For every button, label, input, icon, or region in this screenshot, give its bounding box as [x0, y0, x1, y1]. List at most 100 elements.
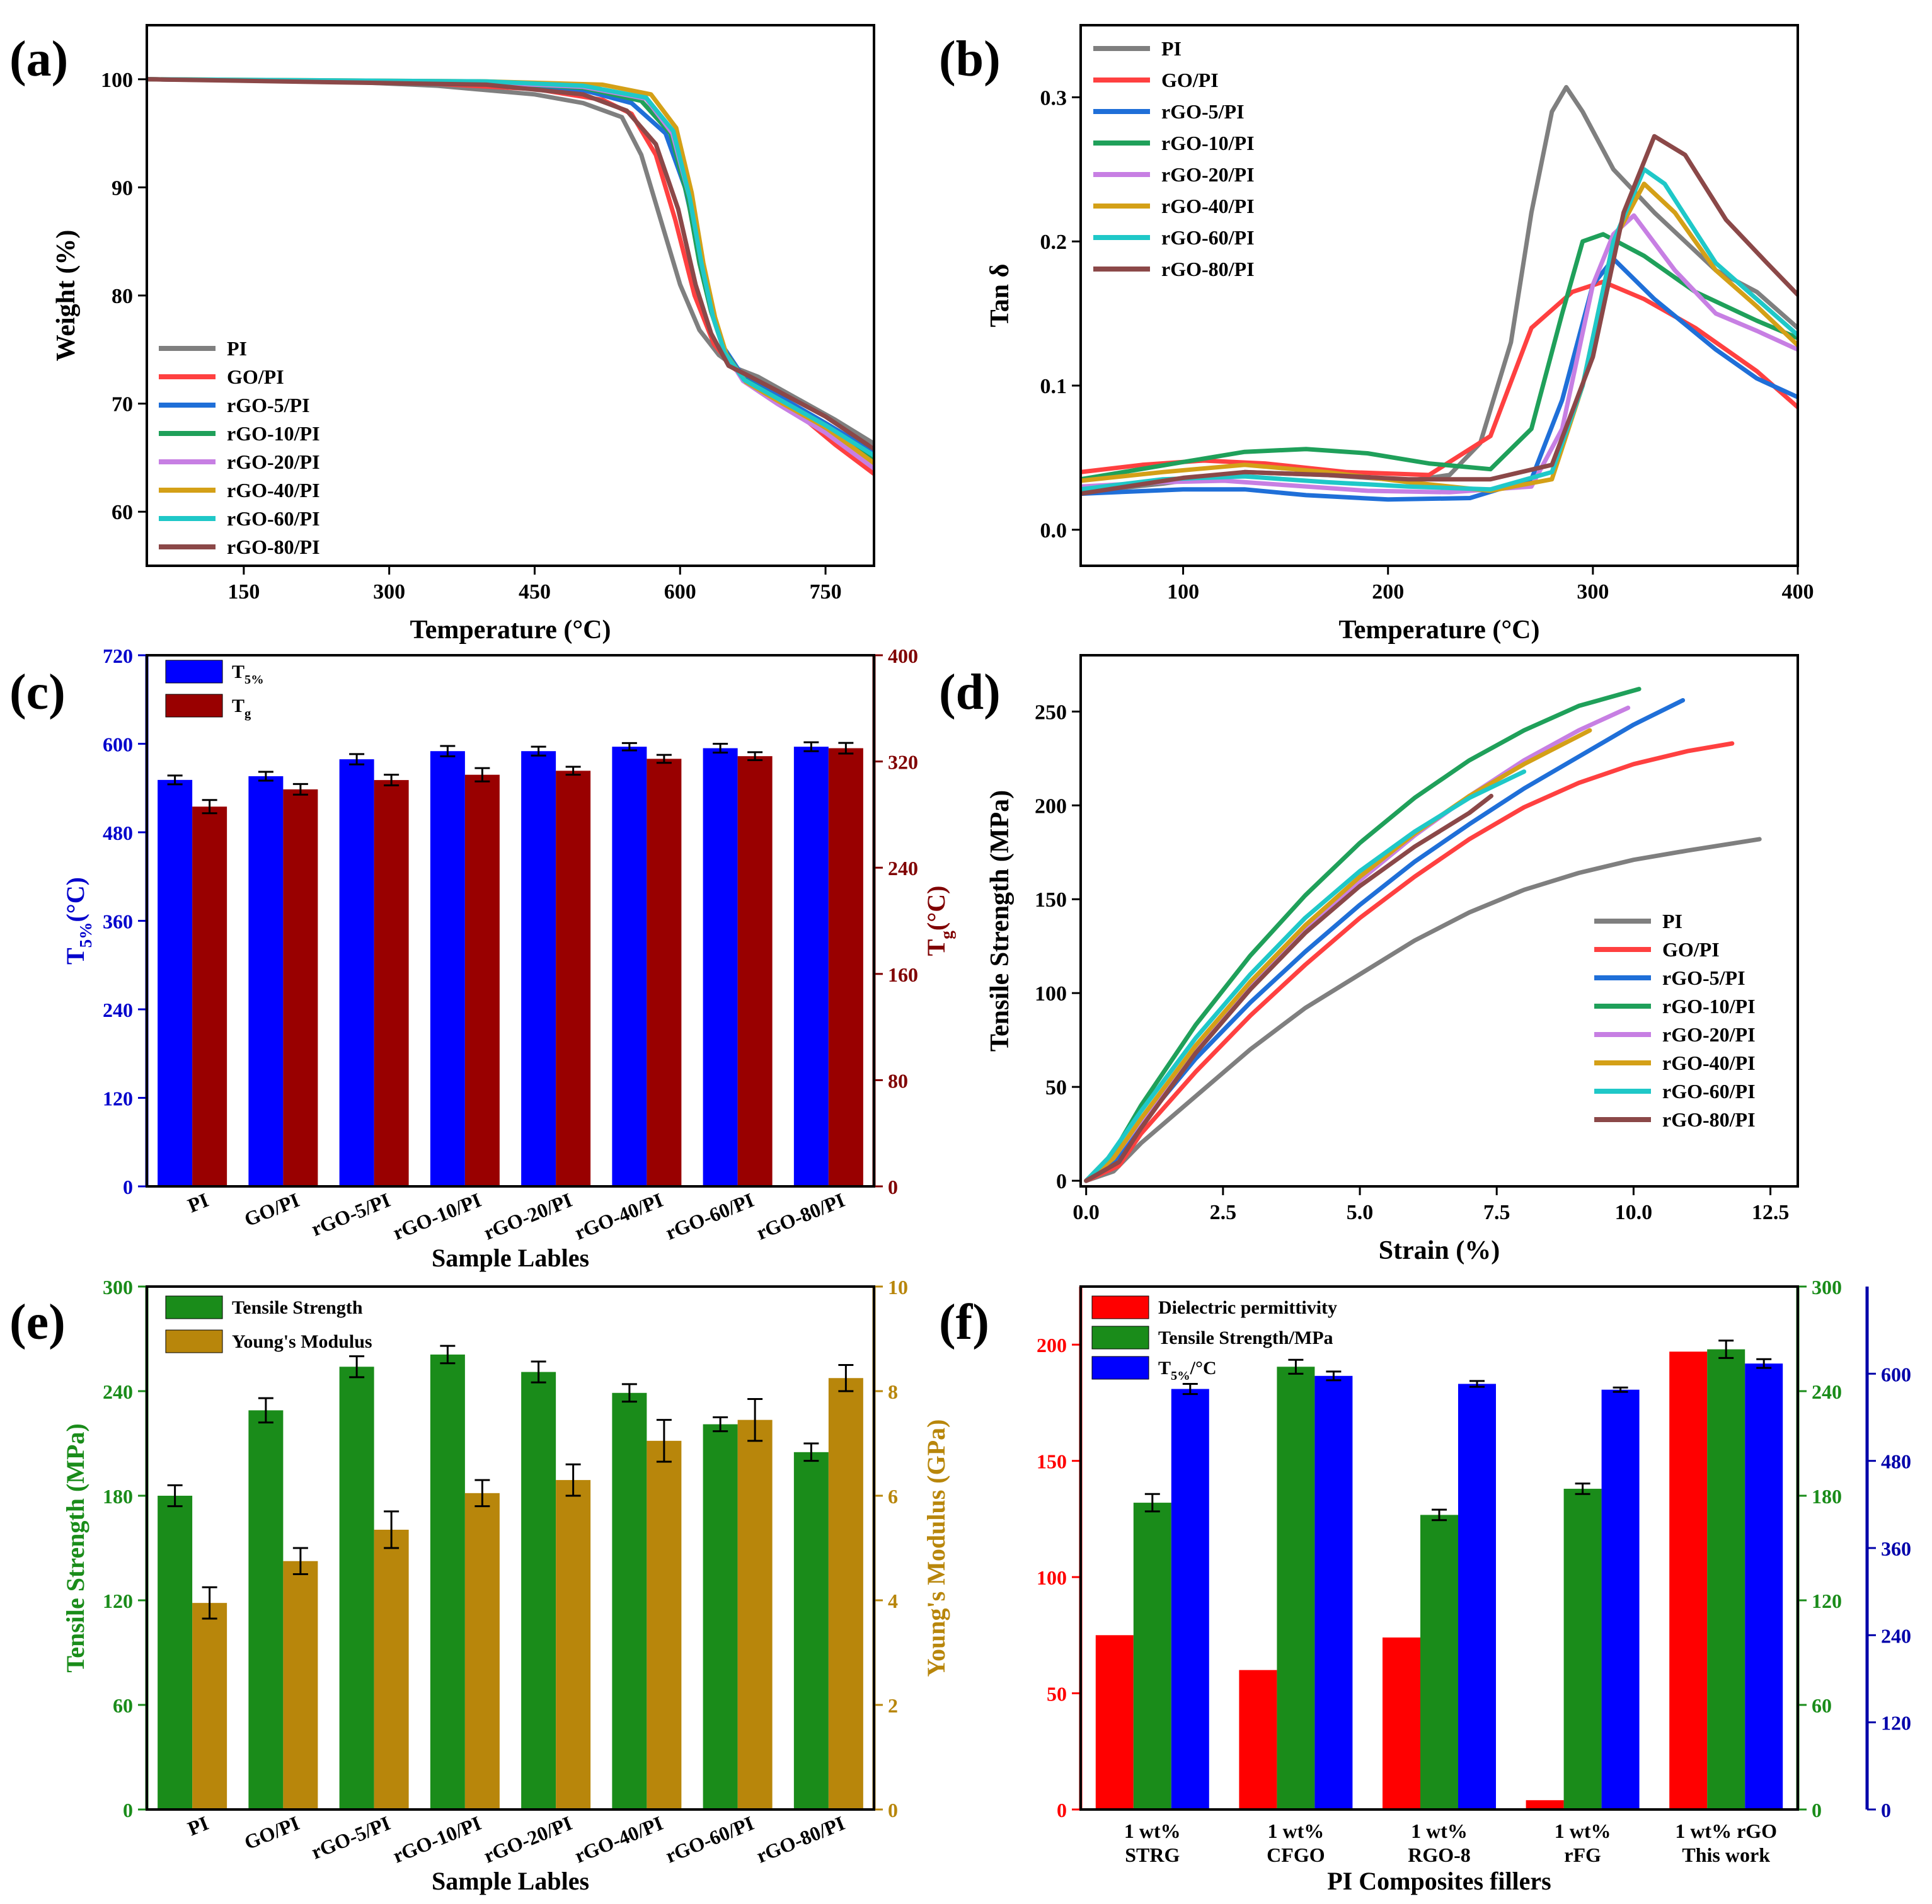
category-label-c: PI	[185, 1188, 212, 1217]
series-line-d-GO/PI	[1084, 741, 1735, 1183]
series-line-d-rGO-80/PI	[1084, 793, 1493, 1183]
legend-swatch-f	[1091, 1356, 1149, 1380]
plot-frame-f	[1079, 1285, 1799, 1811]
legend-swatch-c	[165, 694, 223, 718]
y-tick-label-b: 0.3	[1040, 86, 1067, 110]
category-label-f: 1 wt%	[1555, 1820, 1611, 1842]
left-axis-label-c: T5%(°C)	[61, 877, 95, 965]
bar-e-Tensile Strength	[430, 1354, 465, 1809]
legend-label-d: rGO-60/PI	[1662, 1080, 1756, 1103]
bar-f-T5%/°C	[1458, 1384, 1496, 1809]
y-tick-label-a: 100	[101, 69, 133, 92]
x-tick-label-b: 400	[1782, 580, 1814, 604]
x-axis-label-c: Sample Lables	[432, 1244, 589, 1272]
left-axis-label-c-main: T	[61, 948, 89, 965]
x-tick-label-b: 300	[1577, 580, 1609, 604]
plot-frame-b	[1079, 24, 1799, 567]
legend-label-f-main: T	[1158, 1358, 1171, 1379]
legend-label-f: T5%/°C	[1158, 1358, 1217, 1383]
bar-f-Tensile Strength/MPa	[1277, 1367, 1315, 1809]
bar-e-Tensile Strength	[793, 1452, 829, 1809]
legend-label-a: rGO-5/PI	[227, 394, 310, 416]
right-tick-label-c: 320	[888, 751, 918, 774]
legend-label-a: PI	[227, 337, 247, 360]
right-tick-label-e: 6	[888, 1485, 898, 1508]
legend-label-b: rGO-20/PI	[1161, 163, 1255, 186]
left-tick-label-f: 50	[1047, 1683, 1067, 1706]
panel-label-c: (c)	[9, 665, 66, 720]
y-tick-label-d: 50	[1045, 1076, 1067, 1099]
legend-label-b: rGO-40/PI	[1161, 195, 1255, 217]
right-tick-label-e: 2	[888, 1694, 898, 1717]
left-tick-label-c: 600	[103, 733, 133, 756]
category-label-c: rGO-20/PI	[480, 1188, 575, 1244]
category-label-c: rGO-40/PI	[572, 1188, 666, 1244]
panel-label-d: (d)	[939, 665, 1001, 720]
bar-e-Young's Modulus	[192, 1603, 227, 1809]
y-tick-label-a: 80	[112, 285, 133, 308]
plot-frame-d	[1079, 654, 1799, 1188]
series-line-b-rGO-20/PI	[1081, 213, 1798, 495]
legend-label-a: rGO-80/PI	[227, 536, 320, 558]
x-tick-label-d: 0.0	[1072, 1201, 1100, 1224]
left-tick-label-e: 180	[103, 1485, 133, 1508]
panel-label-a: (a)	[9, 32, 68, 87]
series-line-d-rGO-20/PI	[1084, 705, 1631, 1183]
bar-f-Tensile Strength/MPa	[1420, 1515, 1458, 1809]
right2-tick-label-f: 240	[1881, 1624, 1911, 1647]
category-label-f: rFG	[1564, 1844, 1601, 1866]
x-tick-label-d: 10.0	[1615, 1201, 1653, 1224]
right2-tick-label-f: 120	[1881, 1712, 1911, 1735]
right-tick-label-c: 240	[888, 857, 918, 880]
legend-label-c-main: T	[232, 662, 244, 682]
bar-c-Tg	[647, 759, 682, 1186]
x-axis-label-e: Sample Lables	[432, 1867, 589, 1895]
plot-frame-e	[146, 1285, 875, 1811]
panel-f: 0 50 100 150 200 0 60 120 180 240 300 0 120 240 360 480…	[939, 1276, 1911, 1895]
bar-e-Young's Modulus	[737, 1419, 773, 1809]
series-line-a-PI	[147, 77, 874, 446]
bar-c-T5%	[521, 751, 556, 1186]
legend-swatch-f	[1091, 1326, 1149, 1350]
legend-swatch-e	[165, 1329, 223, 1353]
left-tick-label-e: 120	[103, 1590, 133, 1612]
legend-label-f: Dielectric permittivity	[1158, 1297, 1337, 1318]
y-tick-label-d: 0	[1056, 1170, 1067, 1193]
plot-frame-a	[146, 24, 875, 567]
bar-e-Tensile Strength	[158, 1496, 193, 1809]
left-tick-label-e: 240	[103, 1380, 133, 1403]
bar-e-Tensile Strength	[521, 1372, 556, 1809]
right-tick-label-c: 160	[888, 963, 918, 986]
left-tick-label-c: 120	[103, 1087, 133, 1110]
y-tick-label-b: 0.0	[1040, 519, 1067, 542]
legend-label-a: GO/PI	[227, 365, 284, 388]
bar-c-T5%	[793, 747, 829, 1186]
x-axis-label-b: Temperature (°C)	[1339, 616, 1540, 645]
series-line-d-rGO-60/PI	[1084, 769, 1527, 1183]
right-tick-label-f: 180	[1812, 1485, 1842, 1508]
x-axis-label-a: Temperature (°C)	[410, 616, 611, 645]
bar-c-Tg	[828, 748, 863, 1186]
legend-label-f-sub: 5%	[1171, 1369, 1190, 1383]
x-tick-label-a: 450	[519, 580, 551, 604]
category-label-f: 1 wt%	[1124, 1820, 1181, 1842]
bar-c-T5%	[430, 751, 465, 1186]
bar-f-Dielectric permittivity	[1095, 1635, 1134, 1809]
category-label-c: GO/PI	[241, 1188, 302, 1230]
right2-tick-label-f: 360	[1881, 1537, 1911, 1560]
legend-swatch-f	[1091, 1295, 1149, 1319]
legend-label-d: GO/PI	[1662, 938, 1720, 961]
y-tick-label-b: 0.2	[1040, 231, 1067, 254]
legend-label-e: Tensile Strength	[232, 1297, 363, 1318]
bar-e-Young's Modulus	[828, 1378, 863, 1809]
series-line-a-rGO-80/PI	[147, 77, 874, 452]
bar-e-Young's Modulus	[647, 1440, 682, 1809]
legend-swatch-c	[165, 660, 223, 684]
category-label-f: 1 wt% rGO	[1675, 1820, 1777, 1842]
right2-tick-label-f: 0	[1881, 1799, 1891, 1821]
x-tick-label-a: 600	[664, 580, 696, 604]
right-axis-label-c-tail: (°C)	[922, 886, 950, 931]
left-tick-label-f: 200	[1037, 1334, 1067, 1356]
bar-c-Tg	[374, 780, 409, 1186]
